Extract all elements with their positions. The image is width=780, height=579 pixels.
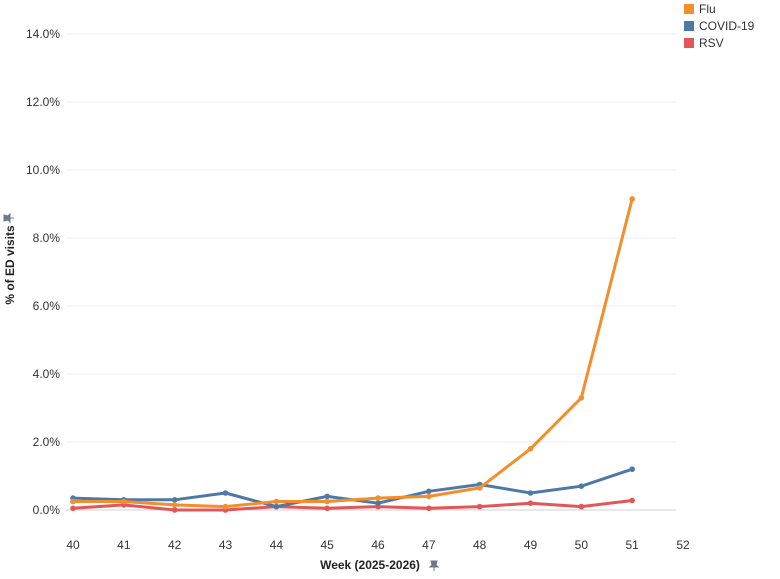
y-tick-label: 4.0%	[33, 367, 61, 381]
y-tick-label: 14.0%	[26, 27, 60, 41]
data-point[interactable]	[324, 493, 330, 500]
x-tick-label: 48	[473, 538, 487, 552]
data-point[interactable]	[476, 485, 483, 491]
data-point[interactable]	[121, 498, 127, 505]
y-axis-pin-icon[interactable]	[3, 212, 14, 224]
data-point[interactable]	[375, 500, 381, 507]
data-point[interactable]	[273, 503, 280, 510]
legend-item[interactable]: Flu	[684, 2, 716, 16]
y-axis-title: % of ED visits	[3, 225, 17, 305]
x-tick-label: 41	[117, 538, 131, 552]
y-axis-ticks: 0.0% 2.0% 4.0% 6.0% 8.0% 10.0% 12.0% 14.0%	[26, 27, 60, 517]
data-point[interactable]	[629, 196, 635, 202]
data-point[interactable]	[222, 490, 229, 496]
data-point[interactable]	[70, 505, 76, 512]
x-axis-title: Week (2025-2026)	[320, 558, 420, 572]
data-point[interactable]	[171, 507, 178, 513]
legend-label: RSV	[699, 36, 724, 50]
legend-item[interactable]: COVID-19	[684, 19, 755, 33]
y-tick-label: 12.0%	[26, 95, 60, 109]
data-point[interactable]	[476, 503, 483, 510]
x-axis-pin-icon[interactable]	[428, 560, 440, 571]
legend-swatch	[684, 21, 694, 31]
x-tick-label: 51	[625, 538, 639, 552]
grid	[66, 33, 676, 511]
x-axis-ticks: 40 41 42 43 44 45 46 47 48 49 50 51 52	[66, 538, 690, 552]
data-point[interactable]	[426, 505, 432, 512]
data-point[interactable]	[70, 498, 76, 505]
data-point[interactable]	[527, 446, 534, 452]
data-point[interactable]	[324, 505, 330, 512]
x-tick-label: 43	[219, 538, 233, 552]
data-point[interactable]	[171, 497, 178, 503]
y-tick-label: 0.0%	[33, 503, 61, 517]
x-tick-label: 40	[66, 538, 80, 552]
data-point[interactable]	[426, 488, 432, 495]
y-tick-label: 8.0%	[33, 231, 61, 245]
y-tick-label: 6.0%	[33, 299, 61, 313]
series-line	[71, 197, 634, 509]
data-point[interactable]	[527, 500, 534, 507]
series-line	[71, 498, 634, 512]
data-point[interactable]	[629, 466, 635, 473]
data-point[interactable]	[222, 503, 229, 510]
y-tick-label: 2.0%	[33, 435, 61, 449]
legend-item[interactable]: RSV	[684, 36, 724, 50]
x-tick-label: 42	[168, 538, 182, 552]
data-point[interactable]	[578, 483, 585, 490]
x-tick-label: 47	[422, 538, 436, 552]
series-flu	[70, 196, 635, 510]
data-point[interactable]	[578, 503, 585, 510]
legend-swatch	[684, 4, 694, 14]
x-tick-label: 50	[575, 538, 589, 552]
x-tick-label: 52	[676, 538, 690, 552]
legend: Flu COVID-19 RSV	[684, 2, 755, 50]
series-lines	[70, 196, 635, 513]
data-point[interactable]	[527, 490, 534, 496]
x-tick-label: 49	[524, 538, 538, 552]
x-tick-label: 45	[320, 538, 334, 552]
legend-label: Flu	[699, 2, 716, 16]
data-point[interactable]	[324, 498, 330, 505]
data-point[interactable]	[578, 395, 585, 401]
data-point[interactable]	[629, 497, 635, 504]
legend-label: COVID-19	[699, 19, 755, 33]
data-point[interactable]	[171, 502, 178, 508]
x-tick-label: 46	[371, 538, 385, 552]
x-tick-label: 44	[270, 538, 284, 552]
data-point[interactable]	[273, 498, 280, 505]
data-point[interactable]	[426, 493, 432, 500]
data-point[interactable]	[375, 495, 381, 501]
legend-swatch	[684, 38, 694, 48]
y-tick-label: 10.0%	[26, 163, 60, 177]
